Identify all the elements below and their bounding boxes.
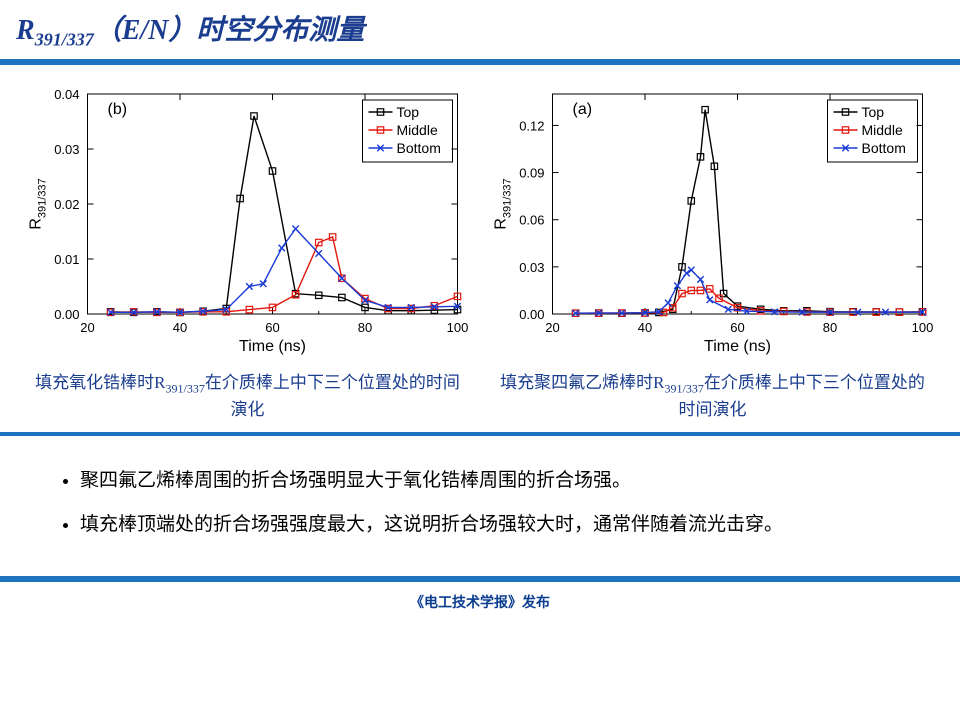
chart-a-wrap: 20 40 60 80 100 0.00 0.03 0.06 0.09 0.12 Time (ns)… [485,79,940,429]
cap-a-post: 在介质棒上中下三个位置处的时间演化 [679,373,925,419]
svg-text:80: 80 [823,320,837,335]
svg-text:Bottom: Bottom [862,140,906,156]
title-rest: （E/N）时空分布测量 [94,15,365,46]
svg-text:0.06: 0.06 [519,212,544,227]
svg-text:Time (ns): Time (ns) [239,338,306,355]
bullet-1: 聚四氟乙烯棒周围的折合场强明显大于氧化锆棒周围的折合场强。 [80,462,900,500]
cap-a-pre: 填充聚四氟乙烯棒时R [500,373,664,392]
bullet-list: 聚四氟乙烯棒周围的折合场强明显大于氧化锆棒周围的折合场强。 填充棒顶端处的折合场… [0,440,960,572]
svg-text:R391/337: R391/337 [493,178,514,229]
svg-text:Middle: Middle [862,122,903,138]
svg-text:R391/337: R391/337 [28,178,49,229]
svg-text:0.00: 0.00 [54,307,79,322]
svg-text:Time (ns): Time (ns) [704,338,771,355]
svg-text:(a): (a) [573,101,593,118]
divider-bottom [0,576,960,582]
svg-text:0.03: 0.03 [519,259,544,274]
cap-b-pre: 填充氧化锆棒时R [35,373,165,392]
svg-text:20: 20 [545,320,559,335]
divider-mid [0,432,960,436]
page-title: R391/337（E/N）时空分布测量 [0,0,960,55]
chart-a-caption: 填充聚四氟乙烯棒时R391/337在介质棒上中下三个位置处的时间演化 [485,364,940,429]
svg-text:0.12: 0.12 [519,118,544,133]
cap-b-sub: 391/337 [166,381,205,395]
svg-text:Middle: Middle [397,122,438,138]
svg-text:0.04: 0.04 [54,87,79,102]
svg-text:(b): (b) [108,101,128,118]
chart-b: 20 40 60 80 100 0.00 0.01 0.02 0.03 0.04 Time (ns)… [20,79,475,359]
svg-text:Top: Top [397,104,420,120]
svg-text:60: 60 [730,320,744,335]
divider-top [0,59,960,65]
svg-text:100: 100 [447,320,469,335]
cap-a-sub: 391/337 [665,381,704,395]
title-sub: 391/337 [35,30,94,50]
svg-text:80: 80 [358,320,372,335]
svg-text:0.02: 0.02 [54,197,79,212]
chart-b-caption: 填充氧化锆棒时R391/337在介质棒上中下三个位置处的时间演化 [20,364,475,429]
svg-text:Top: Top [862,104,885,120]
svg-text:60: 60 [265,320,279,335]
svg-text:Bottom: Bottom [397,140,441,156]
cap-b-post: 在介质棒上中下三个位置处的时间演化 [205,373,460,419]
footer: 《电工技术学报》发布 [0,586,960,618]
chart-a: 20 40 60 80 100 0.00 0.03 0.06 0.09 0.12 Time (ns)… [485,79,940,359]
title-r: R [16,15,35,46]
svg-text:0.00: 0.00 [519,307,544,322]
svg-text:0.09: 0.09 [519,165,544,180]
svg-text:0.01: 0.01 [54,252,79,267]
charts-row: 20 40 60 80 100 0.00 0.01 0.02 0.03 0.04 Time (ns)… [0,69,960,429]
chart-b-wrap: 20 40 60 80 100 0.00 0.01 0.02 0.03 0.04 Time (ns)… [20,79,475,429]
svg-text:0.03: 0.03 [54,142,79,157]
svg-text:100: 100 [912,320,934,335]
svg-text:20: 20 [80,320,94,335]
svg-text:40: 40 [173,320,187,335]
svg-text:40: 40 [638,320,652,335]
bullet-2: 填充棒顶端处的折合场强强度最大，这说明折合场强较大时，通常伴随着流光击穿。 [80,506,900,544]
